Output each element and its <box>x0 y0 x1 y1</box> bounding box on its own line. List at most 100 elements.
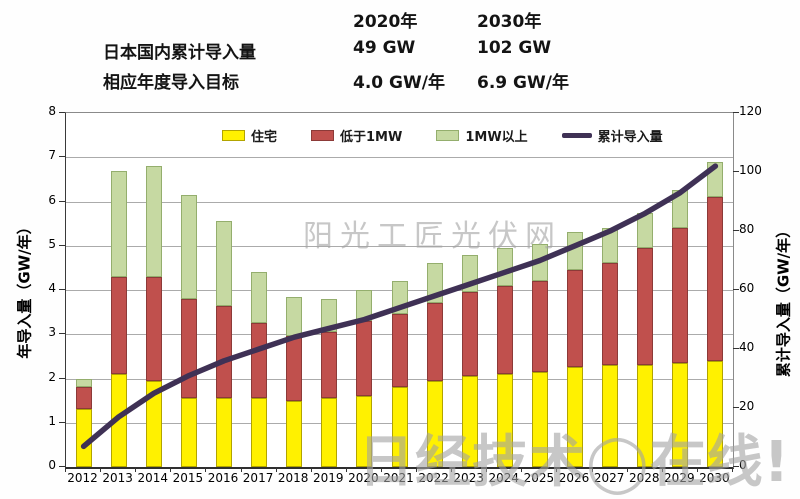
legend-line-icon <box>561 133 592 138</box>
x-tick-mark <box>310 467 312 472</box>
bar-segment-住宅-2014 <box>145 380 162 467</box>
header-row1-2030: 102 GW <box>477 38 552 58</box>
bar-segment-低于1MW-2026 <box>567 270 584 368</box>
right-tick-mark <box>733 171 739 172</box>
bar-segment-低于1MW-2022 <box>426 303 443 381</box>
bar-segment-低于1MW-2021 <box>391 314 408 388</box>
x-axis-label-2020: 2020 <box>348 471 379 485</box>
x-axis-label-2015: 2015 <box>172 471 204 485</box>
left-tick-mark <box>59 156 65 158</box>
x-tick-mark <box>591 467 593 472</box>
legend-swatch-icon <box>436 130 460 141</box>
bar-segment-低于1MW-2024 <box>496 285 513 375</box>
x-tick-mark <box>626 467 628 472</box>
x-axis-label-2018: 2018 <box>277 471 309 485</box>
right-tick-label-0: 0 <box>739 458 747 472</box>
x-axis-label-2016: 2016 <box>207 471 239 485</box>
bar-segment-住宅-2015 <box>180 398 197 467</box>
cumulative-line-path <box>80 163 719 450</box>
cumulative-line <box>80 163 719 450</box>
x-tick-mark <box>100 467 102 472</box>
header-row2-label: 相应年度导入目标 <box>103 73 239 93</box>
legend-label-1MW以上: 1MW以上 <box>465 130 528 145</box>
legend-label-低于1MW: 低于1MW <box>340 130 403 145</box>
bar-segment-住宅-2028 <box>637 365 654 467</box>
x-axis-label-2012: 2012 <box>67 471 98 485</box>
x-tick-mark <box>135 467 137 472</box>
x-tick-mark <box>521 467 523 472</box>
bar-segment-低于1MW-2027 <box>602 263 619 366</box>
left-tick-label-1: 1 <box>48 413 56 428</box>
bar-segment-住宅-2016 <box>215 398 232 467</box>
left-tick-label-6: 6 <box>48 192 56 207</box>
bar-segment-低于1MW-2014 <box>145 276 162 381</box>
bar-segment-住宅-2023 <box>461 376 478 467</box>
bar-segment-住宅-2019 <box>321 398 338 467</box>
left-tick-mark <box>59 112 65 113</box>
right-tick-label-60: 60 <box>739 281 755 295</box>
x-tick-mark <box>732 467 733 472</box>
right-tick-mark <box>733 407 739 408</box>
legend-item-住宅: 住宅 <box>222 126 277 145</box>
x-axis-label-2026: 2026 <box>558 471 590 485</box>
bar-segment-住宅-2017 <box>251 398 268 467</box>
bar-segment-低于1MW-2025 <box>531 281 548 372</box>
bar-segment-1MW以上-2016 <box>215 221 232 306</box>
right-tick-mark <box>733 112 739 113</box>
bar-segment-1MW以上-2017 <box>251 272 268 324</box>
right-tick-mark <box>733 289 739 290</box>
legend-label-累计导入量: 累计导入量 <box>597 130 663 145</box>
x-tick-mark <box>65 467 66 472</box>
bar-segment-1MW以上-2013 <box>110 170 127 277</box>
bar-segment-住宅-2018 <box>286 400 303 467</box>
left-tick-label-8: 8 <box>48 104 56 118</box>
right-axis-title: 累计导入量（GW/年） <box>774 222 793 378</box>
x-tick-mark <box>451 467 453 472</box>
gridline-7 <box>66 157 733 159</box>
header-row2-2020: 4.0 GW/年 <box>353 73 445 93</box>
left-tick-label-2: 2 <box>48 369 56 384</box>
bar-segment-低于1MW-2016 <box>215 305 232 399</box>
x-tick-mark <box>661 467 663 472</box>
x-axis-label-2029: 2029 <box>664 471 695 485</box>
right-tick-label-40: 40 <box>739 340 755 354</box>
left-tick-label-3: 3 <box>48 325 56 340</box>
header-row1-label: 日本国内累计导入量 <box>103 43 256 63</box>
left-tick-mark <box>59 200 65 202</box>
legend-item-1MW以上: 1MW以上 <box>436 126 528 145</box>
bar-segment-低于1MW-2030 <box>707 197 724 361</box>
x-tick-mark <box>486 467 488 472</box>
x-axis-label-2022: 2022 <box>418 471 449 485</box>
bar-segment-住宅-2024 <box>496 374 513 467</box>
x-tick-mark <box>275 467 277 472</box>
legend-label-住宅: 住宅 <box>251 130 278 145</box>
x-axis-label-2021: 2021 <box>383 471 414 485</box>
bar-segment-低于1MW-2028 <box>637 247 654 366</box>
header-row1-2020: 49 GW <box>353 38 416 58</box>
legend-swatch-icon <box>311 130 335 141</box>
legend-item-低于1MW: 低于1MW <box>311 126 402 145</box>
bar-segment-住宅-2030 <box>707 360 724 467</box>
right-tick-mark <box>733 230 739 231</box>
bar-segment-住宅-2026 <box>567 367 584 467</box>
x-axis-label-2025: 2025 <box>523 471 555 485</box>
bar-segment-低于1MW-2023 <box>461 292 478 377</box>
bar-segment-低于1MW-2029 <box>672 228 689 364</box>
bar-segment-1MW以上-2012 <box>75 378 92 388</box>
bar-segment-住宅-2020 <box>356 396 373 467</box>
right-tick-label-20: 20 <box>739 399 755 413</box>
left-tick-mark <box>59 333 65 335</box>
bar-segment-低于1MW-2013 <box>110 276 127 375</box>
x-axis-label-2014: 2014 <box>137 471 169 485</box>
legend-swatch-icon <box>222 130 245 141</box>
x-axis-label-2023: 2023 <box>453 471 484 485</box>
x-axis-label-2019: 2019 <box>313 471 344 485</box>
left-tick-label-7: 7 <box>48 148 56 163</box>
x-tick-mark <box>380 467 382 472</box>
bar-segment-1MW以上-2019 <box>321 298 338 333</box>
x-tick-mark <box>345 467 347 472</box>
x-axis-label-2028: 2028 <box>628 471 660 485</box>
left-tick-label-0: 0 <box>48 458 56 472</box>
right-tick-label-100: 100 <box>739 163 762 177</box>
x-axis-label-2013: 2013 <box>102 471 133 485</box>
